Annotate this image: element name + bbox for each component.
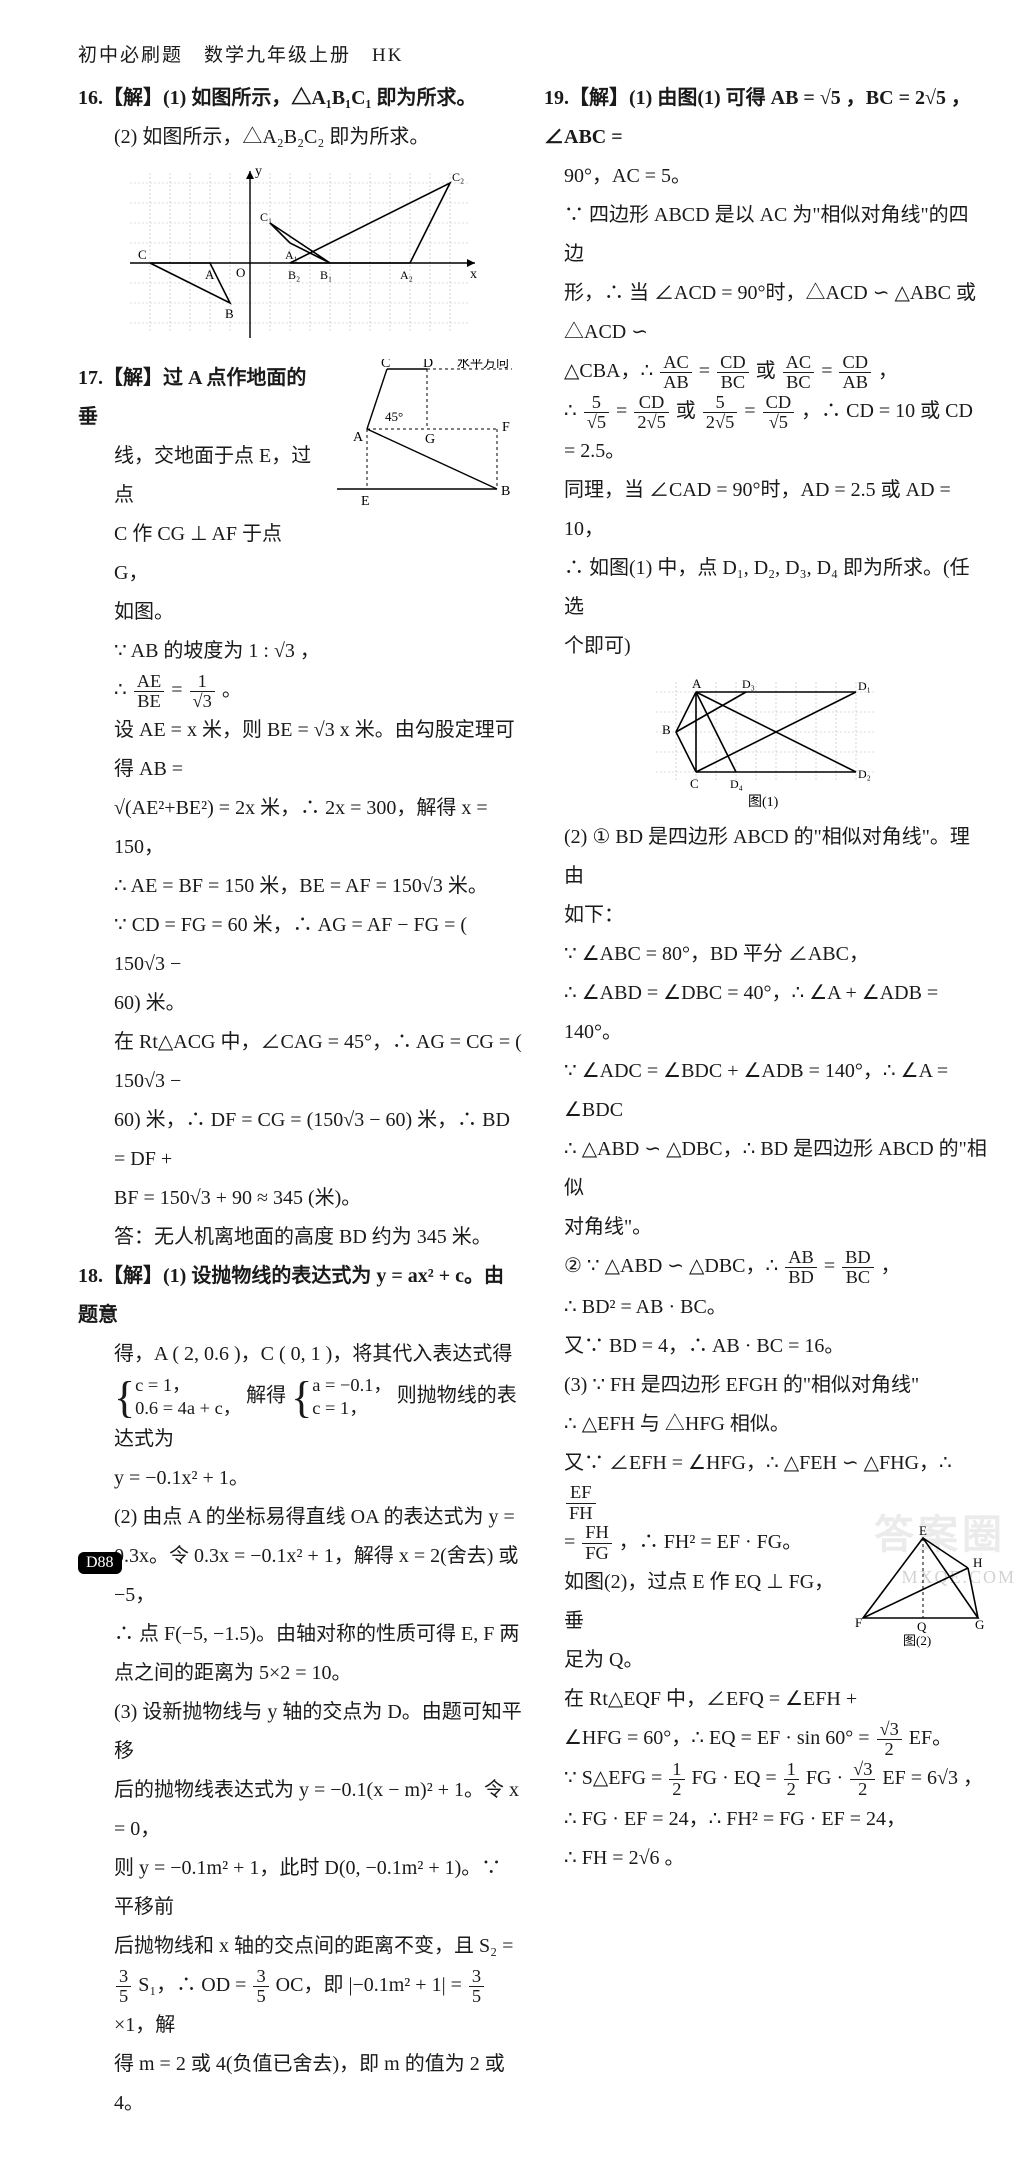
q19-l3: ∵ 四边形 ABCD 是以 AC 为"相似对角线"的四边 [544,196,988,274]
svg-text:B: B [662,722,671,737]
svg-text:D₃: D₃ [742,677,755,691]
left-column: 16.【解】(1) 如图所示，△A₁B₁C₁ 即为所求。 (2) 如图所示，△A… [78,79,522,2123]
svg-text:G: G [975,1617,984,1632]
svg-text:C: C [690,776,699,791]
q19-l6: ∴ 5√5 = CD2√5 或 52√5 = CD√5 ，∴ CD = 10 或… [544,392,988,471]
q19-l7: 同理，当 ∠CAD = 90°时，AD = 2.5 或 AD = 10， [544,471,988,549]
svg-text:F: F [502,420,510,435]
svg-text:C: C [381,359,390,371]
svg-text:A: A [353,430,364,445]
svg-text:A: A [692,676,702,691]
figure-19-1: A B C D₁ D₂ D₃ D₄ 图(1) [636,672,896,812]
q17-l8: √(AE²+BE²) = 2x 米，∴ 2x = 300，解得 x = 150， [78,789,522,867]
q19-l15: ∴ △ABD ∽ △DBC，∴ BD 是四边形 ABCD 的"相似 [544,1130,988,1208]
q18-l5: (2) 由点 A 的坐标易得直线 OA 的表达式为 y = [78,1498,522,1537]
watermark-url: MXQE.COM [901,1567,1016,1588]
q18-l12: 后抛物线和 x 轴的交点间的距离不变，且 S₂ = [78,1927,522,1966]
figure-17: C D 水平方向 A G F E B 45° [327,359,522,519]
q17-l13: 60) 米，∴ DF = CG = (150√3 − 60) 米，∴ BD = … [78,1101,522,1179]
q17-l10: ∵ CD = FG = 60 米，∴ AG = AF − FG = ( 150√… [78,906,522,984]
q18-l11: 则 y = −0.1m² + 1，此时 D(0, −0.1m² + 1)。∵ 平… [78,1849,522,1927]
q18-l4: y = −0.1x² + 1。 [78,1459,522,1498]
q16-line1: 16.【解】(1) 如图所示，△A₁B₁C₁ 即为所求。 [78,79,522,118]
q17-l7: 设 AE = x 米，则 BE = √3 x 米。由勾股定理可得 AB = [78,711,522,789]
svg-text:B: B [225,306,234,321]
q18-l8: 点之间的距离为 5×2 = 10。 [78,1654,522,1693]
svg-text:D: D [423,359,433,371]
svg-text:G: G [425,432,435,447]
q19-l17: ② ∵ △ABD ∽ △DBC，∴ ABBD = BDBC ， [544,1247,988,1287]
svg-text:图(1): 图(1) [748,795,779,810]
q19-l30: ∴ FH = 2√6 。 [544,1839,988,1878]
q19-l11: 如下： [544,896,988,935]
q17-l3: C 作 CG ⊥ AF 于点 G， [78,515,522,593]
svg-text:B₁: B₁ [320,268,332,282]
q19-l14: ∵ ∠ADC = ∠BDC + ∠ADB = 140°，∴ ∠A = ∠BDC [544,1052,988,1130]
svg-text:y: y [255,164,262,179]
svg-text:F: F [855,1615,862,1630]
q19-l29: ∴ FG · EF = 24，∴ FH² = FG · EF = 24， [544,1800,988,1839]
q17-l15: 答：无人机离地面的高度 BD 约为 345 米。 [78,1218,522,1257]
q18-l9: (3) 设新抛物线与 y 轴的交点为 D。由题可知平移 [78,1693,522,1771]
q17-l12: 在 Rt△ACG 中，∠CAG = 45°，∴ AG = CG = ( 150√… [78,1023,522,1101]
q18-l3: {c = 1，0.6 = 4a + c， 解得 {a = −0.1，c = 1，… [78,1374,522,1459]
q19-l26: 在 Rt△EQF 中，∠EFQ = ∠EFH + [544,1680,988,1719]
svg-text:Q: Q [917,1619,927,1634]
svg-text:D₄: D₄ [730,777,743,791]
svg-text:45°: 45° [385,409,403,424]
svg-text:E: E [361,494,370,509]
page-header: 初中必刷题 数学九年级上册 HK [78,40,988,67]
q19-l2: 90°，AC = 5。 [544,157,988,196]
q19-l27: ∠HFG = 60°，∴ EQ = EF · sin 60° = √32 EF。 [544,1719,988,1759]
q18-l14: 得 m = 2 或 4(负值已舍去)，即 m 的值为 2 或 4。 [78,2045,522,2123]
q16-line2: (2) 如图所示，△A₂B₂C₂ 即为所求。 [78,118,522,157]
q19-l12: ∵ ∠ABC = 80°，BD 平分 ∠ABC， [544,935,988,974]
q19-l9: 个即可) [544,627,988,666]
q19-l16: 对角线"。 [544,1208,988,1247]
q19-l1: 19.【解】(1) 由图(1) 可得 AB = √5 ，BC = 2√5 ，∠A… [544,79,988,157]
svg-text:C₂: C₂ [452,170,464,184]
svg-text:B: B [501,484,510,499]
svg-text:D₂: D₂ [858,767,871,781]
q17-l5: ∵ AB 的坡度为 1 : √3 ， [78,632,522,671]
page-number: D88 [78,1552,122,1574]
q19-l21: ∴ △EFH 与 △HFG 相似。 [544,1405,988,1444]
svg-text:A₂: A₂ [400,268,413,282]
q18-l6: 0.3x。令 0.3x = −0.1x² + 1，解得 x = 2(舍去) 或 … [78,1537,522,1615]
q19-l18: ∴ BD² = AB · BC。 [544,1288,988,1327]
svg-text:C₁: C₁ [260,210,272,224]
q17-l9: ∴ AE = BF = 150 米，BE = AF = 150√3 米。 [78,867,522,906]
svg-text:O: O [236,265,245,280]
q18-l7: ∴ 点 F(−5, −1.5)。由轴对称的性质可得 E, F 两 [78,1615,522,1654]
q17-l11: 60) 米。 [78,984,522,1023]
right-column: 19.【解】(1) 由图(1) 可得 AB = √5 ，BC = 2√5 ，∠A… [544,79,988,2123]
svg-text:B₂: B₂ [288,268,300,282]
q18-l10: 后的抛物线表达式为 y = −0.1(x − m)² + 1。令 x = 0， [78,1771,522,1849]
q18-l2: 得，A ( 2, 0.6 )，C ( 0, 1 )，将其代入表达式得 [78,1335,522,1374]
q19-l8: ∴ 如图(1) 中，点 D₁, D₂, D₃, D₄ 即为所求。(任选 [544,549,988,627]
svg-text:D₁: D₁ [858,679,871,693]
svg-text:A₁: A₁ [285,248,298,262]
q19-l13: ∴ ∠ABD = ∠DBC = 40°，∴ ∠A + ∠ADB = 140°。 [544,974,988,1052]
q17-l6: ∴ AEBE = 1√3 。 [78,671,522,711]
svg-text:x: x [470,267,477,282]
q19-l19: 又∵ BD = 4，∴ AB · BC = 16。 [544,1327,988,1366]
svg-text:C: C [138,247,147,262]
svg-text:图(2): 图(2) [903,1633,931,1648]
watermark-text: 答案圈 [874,1502,1006,1560]
q17-l4: 如图。 [78,593,522,632]
q19-l5: △CBA，∴ ACAB = CDBC 或 ACBC = CDAB ， [544,352,988,392]
q19-l28: ∵ S△EFG = 12 FG · EQ = 12 FG · √32 EF = … [544,1759,988,1799]
q19-l4: 形，∴ 当 ∠ACD = 90°时，△ACD ∽ △ABC 或 △ACD ∽ [544,274,988,352]
q18-l13: 35 S₁，∴ OD = 35 OC，即 |−0.1m² + 1| = 35 ×… [78,1966,522,2045]
q17-l14: BF = 150√3 + 90 ≈ 345 (米)。 [78,1179,522,1218]
svg-text:A: A [205,267,215,282]
q18-l1: 18.【解】(1) 设抛物线的表达式为 y = ax² + c。由题意 [78,1257,522,1335]
figure-16: y x A B C A₁ B₁ C₁ A₂ C₂ B₂ O [120,163,480,353]
q19-l20: (3) ∵ FH 是四边形 EFGH 的"相似对角线" [544,1366,988,1405]
svg-text:水平方向: 水平方向 [457,359,509,370]
q19-l10: (2) ① BD 是四边形 ABCD 的"相似对角线"。理由 [544,818,988,896]
